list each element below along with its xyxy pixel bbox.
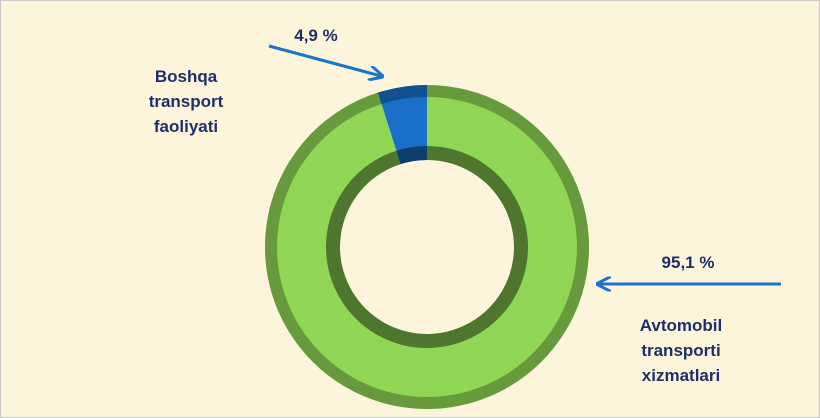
slice-shade [326, 146, 528, 348]
slice [265, 85, 589, 409]
category-label: Boshqa transport faoliyati [148, 67, 224, 136]
arrow [268, 44, 381, 76]
category-label: Avtomobil transporti xizmatlari [639, 316, 723, 385]
slice-shade [396, 146, 427, 165]
value-label: 95,1 % [661, 253, 715, 272]
slice-shade [377, 85, 427, 105]
value-label: 4,9 % [294, 26, 338, 45]
slice [377, 85, 427, 165]
